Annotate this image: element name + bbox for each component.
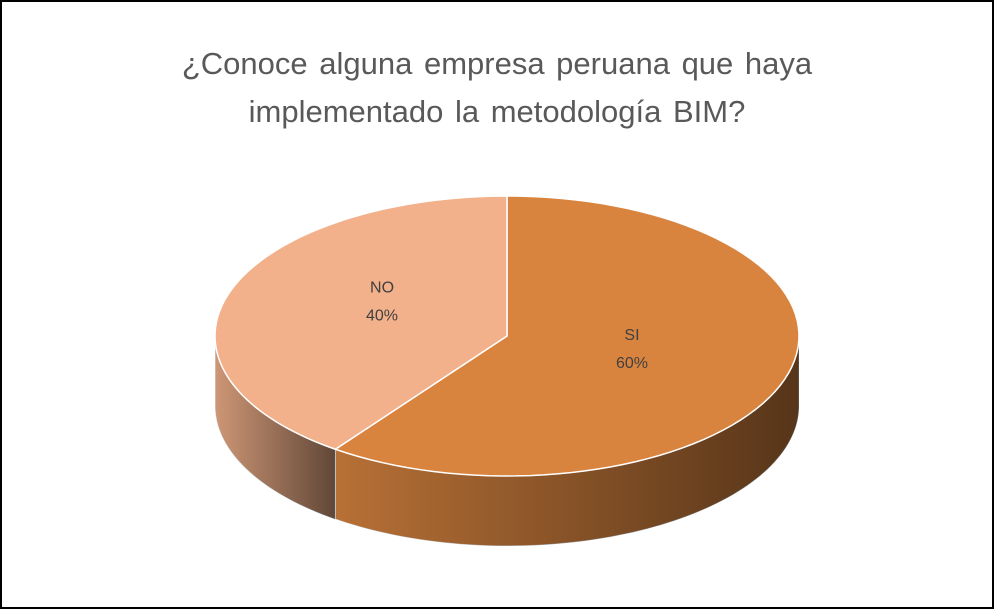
slice: [333, 195, 800, 477]
slice-side-shade: [335, 336, 799, 546]
slice-side-shade: [215, 336, 336, 520]
value-label: 60%: [616, 355, 648, 372]
chart-title: ¿Conoce alguna empresa peruana que haya …: [181, 46, 813, 129]
value-label: 40%: [366, 307, 398, 324]
slice: [214, 195, 508, 451]
slice-label: SI: [624, 327, 639, 344]
slice-label: NO: [370, 279, 394, 296]
